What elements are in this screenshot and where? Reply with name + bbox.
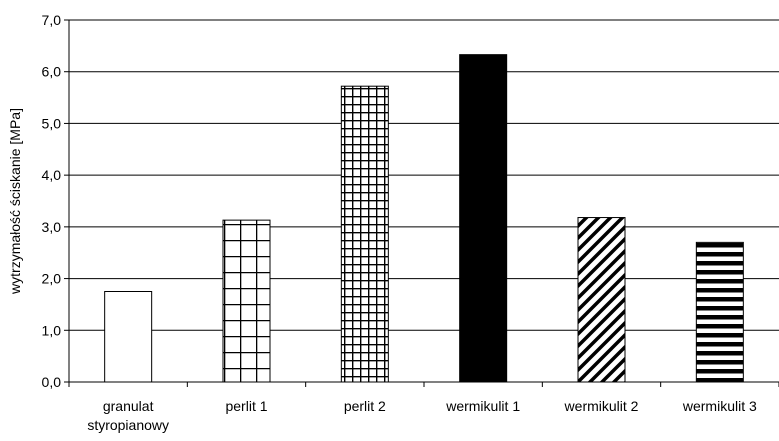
y-tick-label: 7,0	[42, 12, 62, 28]
bar	[459, 54, 508, 383]
y-tick-label: 2,0	[42, 271, 62, 287]
y-tick-label: 4,0	[42, 167, 62, 183]
y-axis-label: wytrzymałość ściskanie [MPa]	[7, 108, 23, 295]
bar	[695, 241, 744, 383]
x-tick-label: wermikulit 2	[564, 398, 639, 414]
bar	[104, 291, 153, 383]
bar	[340, 85, 389, 383]
bars	[104, 54, 744, 383]
x-tick-label: wermikulit 1	[445, 398, 520, 414]
x-tick-labels: granulat styropianowy perlit 1 perlit 2 werm…	[87, 398, 757, 433]
x-tick-label: wermikulit 3	[682, 398, 757, 414]
y-tick-label: 3,0	[42, 219, 62, 235]
y-tick-label: 0,0	[42, 374, 62, 390]
x-tick-label: perlit 1	[225, 398, 267, 414]
bar	[577, 217, 626, 383]
gridlines	[69, 19, 779, 331]
x-tick-label: granulat	[103, 398, 154, 414]
x-tick-label: styropianowy	[87, 417, 169, 433]
bar	[222, 219, 271, 383]
y-tick-label: 1,0	[42, 322, 62, 338]
y-tick-label: 6,0	[42, 64, 62, 80]
y-tick-label: 5,0	[42, 115, 62, 131]
x-tick-label: perlit 2	[344, 398, 386, 414]
axes	[64, 19, 779, 387]
y-tick-labels: 0,0 1,0 2,0 3,0 4,0 5,0 6,0 7,0	[42, 12, 62, 390]
